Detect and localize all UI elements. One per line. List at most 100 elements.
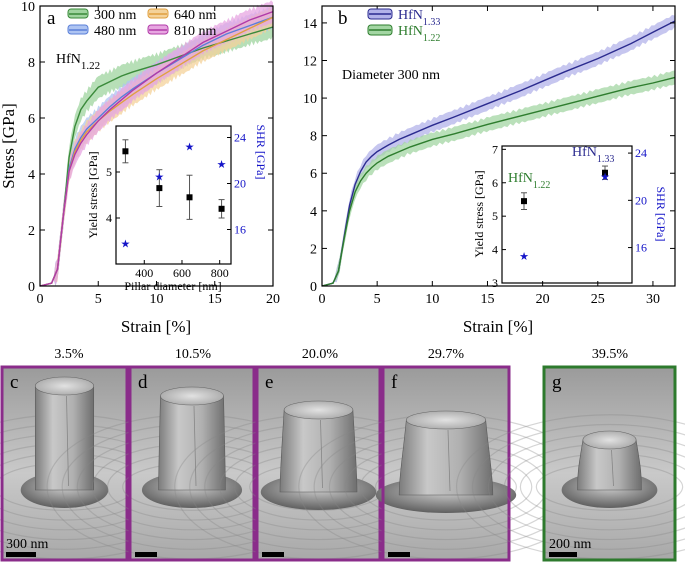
y-tick-label: 6 — [310, 167, 317, 182]
panel-a-inset-frame — [115, 125, 232, 265]
panel-a-inset-ylabel-left: Yield stress [GPa] — [86, 151, 100, 238]
sem-pillar-body — [577, 439, 642, 491]
sem-pillar-crack — [193, 405, 197, 487]
panel-a-letter: a — [47, 8, 56, 29]
band-HfN1.22 — [322, 70, 675, 287]
sem-pillar-top — [406, 410, 486, 430]
series-line-HfN1.22 — [321, 76, 676, 287]
sem-panel-letter-d: d — [138, 372, 148, 393]
scale-bar-g — [549, 552, 577, 557]
yield-stress-point — [602, 169, 608, 176]
inset-yl-tick-label: 5 — [106, 165, 112, 179]
y-tick-label: 10 — [21, 0, 35, 15]
sem-pillar-top — [582, 430, 637, 450]
strain-label-f: 29.7% — [428, 347, 465, 362]
inset-yl-tick-label: 5 — [492, 209, 498, 223]
sem-image-frame — [0, 365, 129, 562]
series-line-810-nm — [39, 10, 274, 287]
inset-x-tick-label: 800 — [211, 266, 229, 280]
panel-a-ylabel: Stress [GPa] — [0, 103, 18, 188]
shr-star-point: ★ — [120, 238, 130, 250]
shr-star-point: ★ — [217, 159, 227, 171]
shr-star-point: ★ — [519, 251, 529, 263]
sem-image-strip: 3.5% 10.5% 20.0% 29.7% 39.5% c d e f g 300 nm… — [0, 347, 685, 562]
yield-stress-point — [218, 205, 225, 212]
scale-bar-c-label: 300 nm — [6, 537, 49, 552]
legend-label-300-nm: 300 nm — [94, 8, 137, 23]
panel-b-inset-ticks: 3 4 5 6 7 16 20 24 — [492, 142, 647, 290]
panel-a-inset-ticks: 400 600 800 4 5 16 20 24 — [106, 131, 246, 281]
sem-pillar-top — [160, 386, 224, 406]
inset-x-tick-label: 400 — [135, 266, 153, 280]
x-tick-label: 20 — [536, 292, 550, 307]
band-300-nm — [40, 15, 273, 287]
yield-stress-point — [186, 194, 193, 201]
x-tick-label: 20 — [266, 292, 280, 307]
sem-image-frame — [542, 365, 677, 562]
panel-b-inset: 3 4 5 6 7 16 20 24 ★ ★ HfN1.22 HfN1.33 Yield stres… — [472, 142, 668, 290]
y-tick-label: 0 — [310, 280, 317, 295]
panel-a-annotation: HfN1.22 — [56, 52, 100, 72]
legend-label-480-nm: 480 nm — [94, 24, 137, 39]
scale-bar-c — [6, 552, 36, 557]
y-tick-label: 6 — [28, 112, 35, 127]
sem-image-e: e — [174, 365, 463, 562]
band-640-nm — [40, 4, 273, 287]
y-tick-label: 12 — [303, 54, 317, 69]
panel-a-lines — [39, 10, 274, 287]
sem-image-frame — [128, 365, 256, 562]
inset-yl-tick-label: 4 — [106, 211, 112, 225]
y-tick-label: 4 — [310, 205, 317, 220]
sem-pillar-crack — [447, 429, 451, 492]
x-tick-label: 25 — [591, 292, 605, 307]
panel-b-inset-ylabel-left: Yield stress [GPa] — [472, 170, 486, 257]
x-tick-label: 0 — [37, 292, 44, 307]
panel-a-xlabel: Strain [%] — [121, 317, 191, 336]
shr-star-point: ★ — [154, 172, 164, 184]
legend-label-640-nm: 640 nm — [174, 8, 217, 23]
sem-pillar-crack — [320, 419, 323, 489]
y-tick-label: 14 — [303, 17, 317, 32]
scale-bar-g-label: 200 nm — [549, 537, 592, 552]
inset-label-HfN1.33: HfN1.33 — [572, 145, 614, 165]
inset-label-HfN1.22: HfN1.22 — [508, 171, 550, 191]
x-tick-label: 5 — [374, 292, 381, 307]
panel-a-inset-ylabel-right: SHR [GPa] — [254, 124, 268, 179]
inset-yl-tick-label: 4 — [492, 243, 498, 257]
sem-pillar-crack — [66, 395, 69, 487]
strain-label-g: 39.5% — [592, 347, 629, 362]
sem-pillar-body — [279, 409, 358, 493]
sem-crater-ripple — [471, 423, 685, 550]
legend-label-HfN1.33: HfN1.33 — [398, 8, 440, 28]
sem-pillar-body — [34, 385, 95, 491]
inset-yl-tick-label: 6 — [492, 176, 498, 190]
x-tick-label: 10 — [150, 292, 164, 307]
inset-x-tick-label: 600 — [173, 266, 191, 280]
y-tick-label: 2 — [310, 242, 317, 257]
sem-pillar-body — [398, 419, 494, 496]
series-line-HfN1.33 — [321, 20, 676, 287]
sem-image-frame — [255, 365, 382, 562]
yield-stress-point — [156, 185, 163, 192]
panel-b-inset-marks: ★ ★ HfN1.22 HfN1.33 — [508, 145, 614, 263]
strain-label-e: 20.0% — [302, 347, 339, 362]
panel-a-inset: 400 600 800 4 5 16 20 24 ★ ★ ★ ★ Pillar diameter [… — [86, 124, 268, 293]
panel-b-inset-ylabel-right: SHR [GPa] — [654, 186, 668, 241]
panel-b-bands — [322, 14, 675, 287]
inset-yr-tick-label: 20 — [234, 177, 246, 191]
strain-label-d: 10.5% — [175, 347, 212, 362]
panel-b-annotation: Diameter 300 nm — [342, 68, 440, 83]
shr-star-point: ★ — [185, 142, 195, 154]
x-tick-label: 30 — [646, 292, 660, 307]
y-tick-label: 2 — [28, 224, 35, 239]
shr-star-point: ★ — [600, 172, 610, 184]
sem-pillar-top — [283, 400, 354, 420]
band-HfN1.33 — [322, 14, 675, 287]
inset-yr-tick-label: 24 — [234, 131, 246, 145]
yield-stress-point — [521, 198, 527, 205]
inset-yl-tick-label: 3 — [492, 276, 498, 290]
panel-a-inset-xlabel: Pillar diameter [nm] — [124, 279, 221, 293]
